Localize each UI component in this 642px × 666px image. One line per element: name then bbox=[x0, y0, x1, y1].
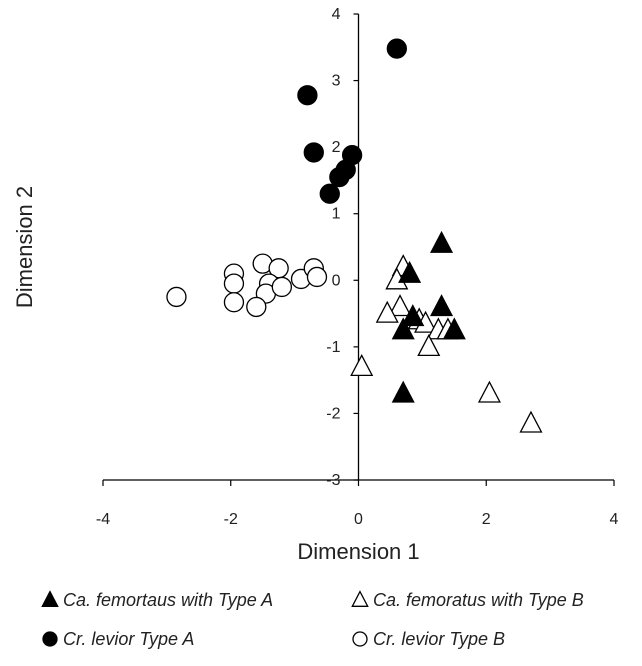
legend-label: Ca. femortaus with Type A bbox=[63, 590, 273, 610]
series-circle-filled bbox=[297, 38, 407, 204]
legend-label: Ca. femoratus with Type B bbox=[373, 590, 584, 610]
y-tick-label: 3 bbox=[332, 73, 341, 90]
series-triangle-filled bbox=[391, 230, 466, 403]
legend-marker-triangle-open bbox=[351, 590, 369, 607]
data-point-circle-open bbox=[306, 266, 328, 288]
data-point-triangle-open bbox=[519, 410, 543, 433]
axes: -3 -2 -1 0 1 2 3 4 -4 -2 0 2 4 bbox=[96, 6, 619, 528]
data-point-triangle-filled bbox=[398, 260, 422, 283]
data-point-triangle-filled bbox=[391, 380, 415, 403]
data-point-circle-filled bbox=[303, 142, 324, 163]
y-axis-title: Dimension 2 bbox=[12, 186, 37, 308]
legend: Ca. femortaus with Type A Ca. femoratus w… bbox=[41, 590, 584, 649]
y-tick-label: -3 bbox=[326, 472, 340, 489]
y-tick-label: 0 bbox=[332, 272, 341, 289]
data-point-circle-open bbox=[166, 286, 187, 308]
data-point-triangle-filled bbox=[430, 294, 454, 317]
legend-item-circle-open: Cr. levior Type B bbox=[352, 629, 505, 649]
x-tick-label: 0 bbox=[354, 511, 363, 528]
y-tick-label: 1 bbox=[332, 206, 341, 223]
y-tick-label: 4 bbox=[332, 6, 341, 23]
x-tick-label: -4 bbox=[96, 511, 110, 528]
data-point-triangle-open bbox=[350, 354, 374, 377]
y-tick-label: -2 bbox=[326, 405, 340, 422]
x-tick-label: 4 bbox=[610, 511, 619, 528]
legend-marker-circle-open bbox=[352, 631, 368, 647]
data-point-triangle-open bbox=[417, 334, 441, 357]
data-point-triangle-open bbox=[388, 294, 412, 317]
data-point-circle-open bbox=[271, 276, 293, 298]
legend-label: Cr. levior Type A bbox=[63, 629, 194, 649]
plot-area bbox=[166, 38, 543, 433]
data-point-triangle-open bbox=[477, 380, 501, 403]
x-axis-title: Dimension 1 bbox=[297, 539, 419, 564]
legend-label: Cr. levior Type B bbox=[373, 629, 505, 649]
y-tick-label: 2 bbox=[332, 139, 341, 156]
data-point-circle-filled bbox=[329, 166, 350, 188]
series-circle-open bbox=[166, 253, 328, 318]
legend-marker-circle-filled bbox=[42, 631, 58, 647]
data-point-triangle-filled bbox=[430, 230, 454, 253]
data-point-triangle-filled bbox=[391, 317, 415, 340]
data-point-triangle-open bbox=[375, 300, 399, 323]
series-triangle-open bbox=[350, 254, 543, 433]
legend-marker-triangle-filled bbox=[41, 590, 59, 607]
data-point-circle-filled bbox=[297, 85, 318, 106]
y-tick-label: -1 bbox=[326, 339, 340, 356]
data-point-triangle-filled bbox=[442, 317, 466, 340]
data-point-circle-filled bbox=[386, 38, 407, 59]
data-point-triangle-filled bbox=[401, 304, 425, 327]
data-point-circle-open bbox=[223, 273, 245, 294]
data-point-circle-open bbox=[223, 292, 245, 313]
data-point-circle-open bbox=[246, 296, 267, 318]
legend-item-triangle-filled: Ca. femortaus with Type A bbox=[41, 590, 273, 610]
legend-item-circle-filled: Cr. levior Type A bbox=[42, 629, 194, 649]
data-point-circle-filled bbox=[319, 183, 340, 204]
legend-item-triangle-open: Ca. femoratus with Type B bbox=[351, 590, 584, 610]
x-tick-label: 2 bbox=[482, 511, 491, 528]
x-tick-label: -2 bbox=[224, 511, 238, 528]
